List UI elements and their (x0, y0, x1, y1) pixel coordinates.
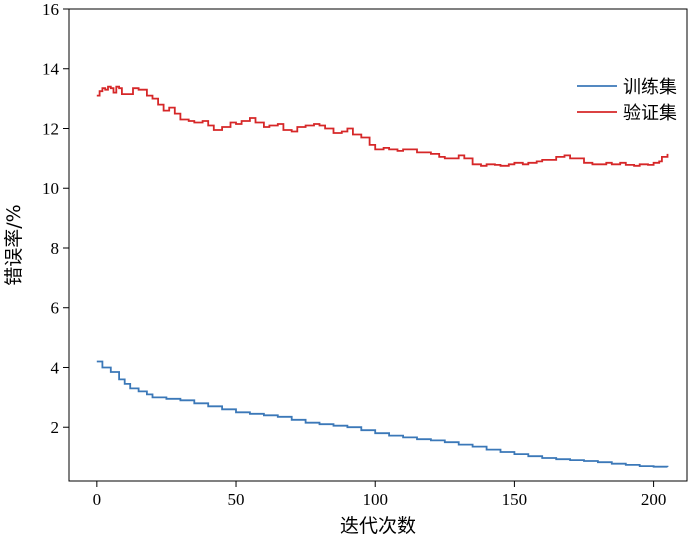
x-tick-label: 100 (362, 490, 388, 509)
x-tick-label: 0 (93, 490, 102, 509)
y-tick-label: 12 (42, 119, 59, 138)
y-tick-label: 14 (42, 60, 60, 79)
plot-frame (68, 8, 688, 482)
x-tick-label: 50 (228, 490, 245, 509)
series-line-0 (96, 360, 669, 468)
y-tick-label: 4 (51, 358, 60, 377)
x-tick-label: 200 (641, 490, 667, 509)
x-axis-ticks: 0 50 100 150 200 (93, 481, 667, 509)
legend-label-0: 训练集 (623, 77, 677, 98)
y-tick-label: 16 (42, 0, 59, 19)
y-axis-title: 错误率/% (3, 204, 25, 285)
legend-label-1: 验证集 (623, 103, 677, 124)
y-tick-label: 8 (51, 239, 60, 258)
series-line-1 (96, 85, 669, 167)
y-axis-ticks: 2 4 6 8 10 12 14 16 (42, 0, 69, 437)
x-axis-title: 迭代次数 (340, 515, 416, 537)
y-tick-label: 10 (42, 179, 59, 198)
x-tick-label: 150 (502, 490, 528, 509)
plot-area (96, 85, 669, 468)
y-tick-label: 6 (51, 299, 60, 318)
y-tick-label: 2 (51, 418, 60, 437)
